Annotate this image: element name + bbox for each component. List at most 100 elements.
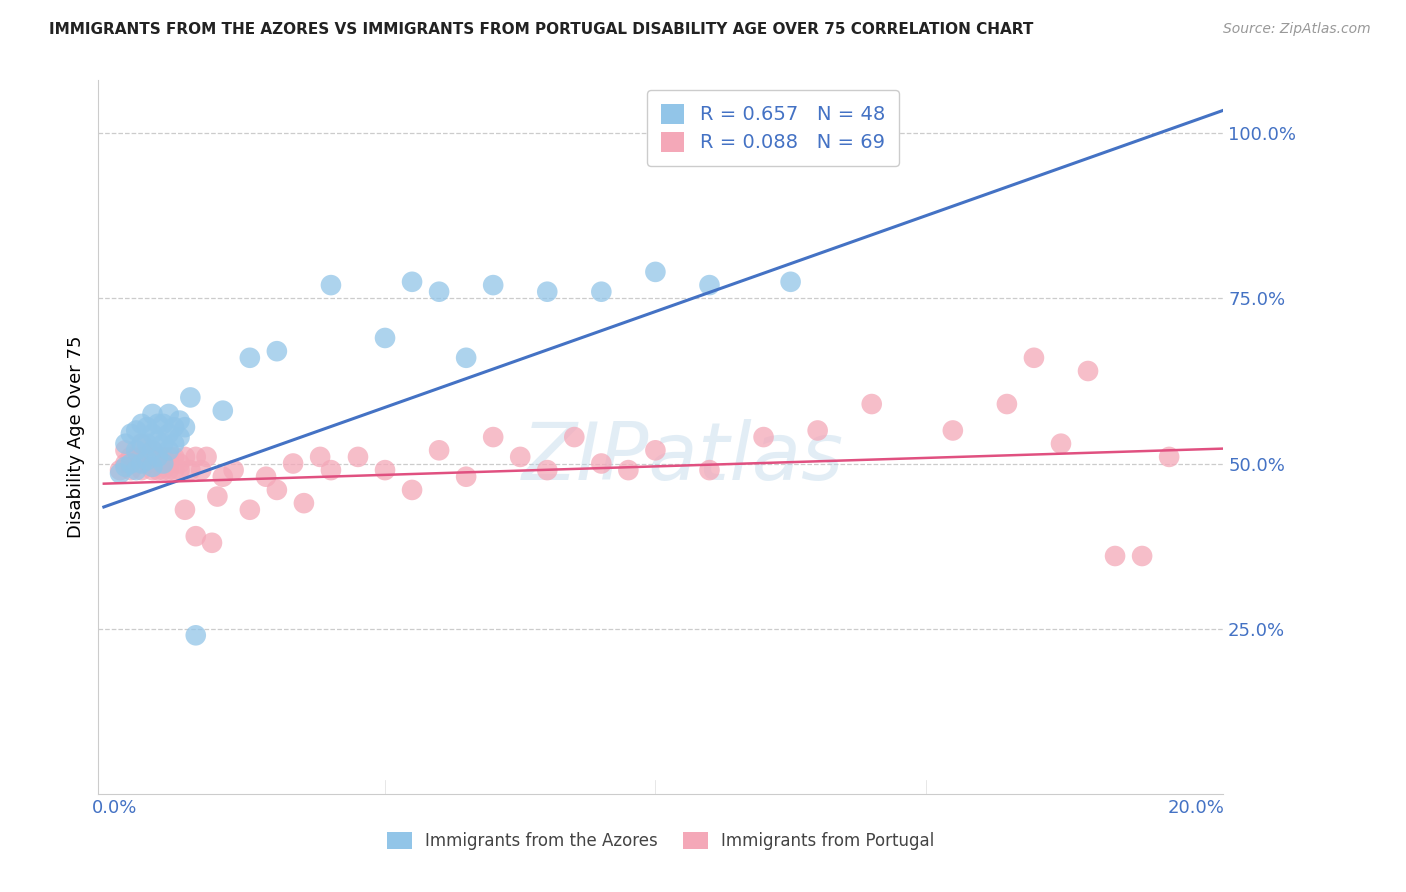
Point: [141, 407, 163, 421]
Point: [1159, 450, 1181, 464]
Point: [292, 496, 315, 510]
Point: [1104, 549, 1126, 563]
Point: [125, 443, 148, 458]
Point: [169, 463, 191, 477]
Point: [482, 430, 505, 444]
Point: [108, 463, 131, 477]
Point: [482, 278, 505, 293]
Point: [131, 457, 153, 471]
Text: Source: ZipAtlas.com: Source: ZipAtlas.com: [1223, 22, 1371, 37]
Point: [125, 450, 148, 464]
Point: [163, 420, 186, 434]
Point: [617, 463, 640, 477]
Point: [157, 426, 180, 441]
Point: [163, 450, 186, 464]
Point: [136, 453, 159, 467]
Point: [152, 436, 174, 450]
Point: [146, 434, 169, 448]
Point: [374, 331, 396, 345]
Point: [807, 424, 830, 438]
Point: [169, 413, 191, 427]
Point: [347, 450, 370, 464]
Point: [456, 469, 478, 483]
Point: [169, 457, 191, 471]
Point: [114, 457, 136, 471]
Point: [152, 457, 174, 471]
Point: [152, 463, 174, 477]
Point: [146, 450, 169, 464]
Point: [125, 457, 148, 471]
Point: [456, 351, 478, 365]
Point: [374, 463, 396, 477]
Point: [125, 463, 148, 477]
Legend: Immigrants from the Azores, Immigrants from Portugal: Immigrants from the Azores, Immigrants f…: [380, 825, 942, 857]
Point: [120, 426, 142, 441]
Point: [319, 278, 342, 293]
Point: [1130, 549, 1153, 563]
Point: [239, 351, 262, 365]
Point: [207, 490, 229, 504]
Point: [169, 430, 191, 444]
Point: [591, 285, 613, 299]
Point: [1022, 351, 1045, 365]
Point: [114, 459, 136, 474]
Point: [157, 457, 180, 471]
Point: [146, 450, 169, 464]
Point: [536, 463, 558, 477]
Point: [141, 463, 163, 477]
Point: [146, 463, 169, 477]
Text: ZIPatlas: ZIPatlas: [522, 419, 845, 498]
Point: [699, 278, 721, 293]
Point: [184, 450, 207, 464]
Point: [120, 457, 142, 471]
Point: [281, 457, 304, 471]
Point: [644, 265, 666, 279]
Point: [319, 463, 342, 477]
Point: [201, 536, 224, 550]
Point: [141, 443, 163, 458]
Point: [779, 275, 801, 289]
Point: [1077, 364, 1099, 378]
Point: [108, 467, 131, 481]
Point: [179, 463, 201, 477]
Point: [136, 450, 159, 464]
Point: [157, 443, 180, 458]
Point: [136, 436, 159, 450]
Point: [120, 463, 142, 477]
Point: [239, 502, 262, 516]
Point: [401, 275, 423, 289]
Point: [174, 502, 197, 516]
Point: [195, 450, 218, 464]
Point: [509, 450, 531, 464]
Point: [309, 450, 332, 464]
Point: [536, 285, 558, 299]
Point: [211, 469, 233, 483]
Y-axis label: Disability Age Over 75: Disability Age Over 75: [66, 335, 84, 539]
Point: [141, 459, 163, 474]
Point: [141, 443, 163, 458]
Point: [266, 483, 288, 497]
Point: [266, 344, 288, 359]
Point: [131, 450, 153, 464]
Point: [146, 417, 169, 431]
Point: [184, 628, 207, 642]
Point: [591, 457, 613, 471]
Text: IMMIGRANTS FROM THE AZORES VS IMMIGRANTS FROM PORTUGAL DISABILITY AGE OVER 75 CO: IMMIGRANTS FROM THE AZORES VS IMMIGRANTS…: [49, 22, 1033, 37]
Point: [136, 420, 159, 434]
Point: [860, 397, 883, 411]
Point: [190, 463, 212, 477]
Point: [1050, 436, 1073, 450]
Point: [401, 483, 423, 497]
Point: [131, 436, 153, 450]
Point: [125, 424, 148, 438]
Point: [752, 430, 775, 444]
Point: [152, 450, 174, 464]
Point: [136, 457, 159, 471]
Point: [146, 457, 169, 471]
Point: [163, 463, 186, 477]
Point: [131, 417, 153, 431]
Point: [120, 450, 142, 464]
Point: [562, 430, 585, 444]
Point: [222, 463, 245, 477]
Point: [114, 436, 136, 450]
